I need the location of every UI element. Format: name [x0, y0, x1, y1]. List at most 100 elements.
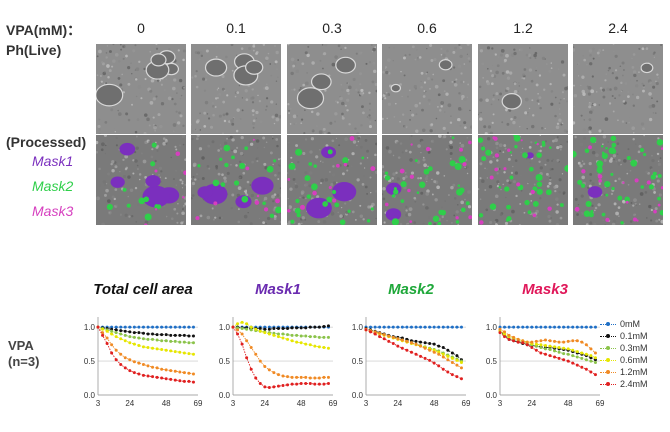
data-point: [441, 352, 445, 356]
data-point: [187, 371, 191, 375]
data-point: [543, 343, 547, 347]
legend-entry: 0mM: [600, 318, 640, 330]
processed-mask-image: [573, 135, 663, 225]
mask2-label: Mask2: [32, 178, 74, 194]
data-point: [151, 346, 155, 350]
data-point: [146, 374, 150, 378]
series-line: [365, 328, 462, 369]
data-point: [187, 379, 191, 383]
data-point: [441, 355, 445, 359]
data-point: [187, 334, 191, 338]
data-point: [267, 368, 271, 372]
data-point: [231, 325, 235, 329]
data-point: [571, 339, 575, 343]
series-line: [232, 321, 329, 349]
data-point: [593, 356, 597, 360]
phase-contrast-image: [287, 44, 377, 134]
data-point: [299, 375, 303, 379]
data-point: [566, 325, 570, 329]
data-point: [151, 375, 155, 379]
data-point: [317, 345, 321, 349]
processed-mask-image: [382, 135, 472, 225]
data-point: [128, 369, 132, 373]
data-point: [128, 335, 132, 339]
chart-title: Mask3: [522, 281, 568, 298]
data-point: [428, 325, 432, 329]
data-point: [178, 333, 182, 337]
data-point: [507, 337, 511, 341]
y-tick-label: 0.0: [486, 391, 498, 400]
data-point: [525, 340, 529, 344]
data-point: [326, 346, 330, 350]
data-point: [525, 325, 529, 329]
x-tick-label: 69: [194, 399, 203, 408]
data-point: [553, 345, 557, 349]
concentration-label: 0.1: [226, 20, 246, 36]
data-point: [326, 375, 330, 379]
y-tick-label: 1.0: [486, 323, 498, 332]
series-line: [97, 326, 194, 375]
data-point: [548, 344, 552, 348]
data-point: [169, 333, 173, 337]
data-point: [304, 375, 308, 379]
data-point: [304, 381, 308, 385]
data-point: [441, 346, 445, 350]
processed-mask-image: [96, 135, 186, 225]
data-point: [114, 348, 118, 352]
data-point: [553, 349, 557, 353]
data-point: [317, 325, 321, 329]
data-point: [423, 325, 427, 329]
data-point: [245, 339, 249, 343]
data-point: [101, 327, 105, 331]
data-point: [240, 320, 244, 324]
data-point: [128, 330, 132, 334]
data-point: [191, 341, 195, 345]
data-point: [281, 384, 285, 388]
data-point: [295, 333, 299, 337]
legend-swatch: [600, 321, 616, 326]
series-line: [97, 326, 194, 355]
data-point: [507, 325, 511, 329]
data-point: [369, 325, 373, 329]
x-tick-label: 24: [393, 399, 402, 408]
data-point: [240, 342, 244, 346]
mask3-label: Mask3: [32, 203, 74, 219]
y-tick-label: 0.0: [84, 391, 96, 400]
data-point: [405, 339, 409, 343]
data-point: [378, 325, 382, 329]
data-point: [391, 335, 395, 339]
data-point: [516, 325, 520, 329]
data-point: [571, 325, 575, 329]
data-point: [364, 328, 368, 332]
data-point: [387, 334, 391, 338]
data-point: [286, 383, 290, 387]
data-point: [580, 351, 584, 355]
data-point: [245, 322, 249, 326]
x-tick-label: 24: [125, 399, 134, 408]
data-point: [322, 335, 326, 339]
data-point: [326, 381, 330, 385]
data-point: [503, 325, 507, 329]
data-point: [160, 339, 164, 343]
data-point: [543, 338, 547, 342]
data-point: [155, 347, 159, 351]
data-point: [450, 373, 454, 377]
concentration-label: 0: [137, 20, 145, 36]
data-point: [132, 335, 136, 339]
data-point: [151, 337, 155, 341]
data-point: [503, 330, 507, 334]
data-point: [437, 325, 441, 329]
series-line: [365, 329, 462, 380]
data-point: [446, 354, 450, 358]
y-tick-label: 0.0: [352, 391, 364, 400]
data-point: [304, 326, 308, 330]
legend-label: 2.4mM: [620, 379, 648, 389]
legend-label: 0.6mM: [620, 355, 648, 365]
data-point: [326, 324, 330, 328]
data-point: [441, 367, 445, 371]
data-point: [437, 364, 441, 368]
data-point: [459, 360, 463, 364]
phase-contrast-image: [96, 44, 186, 134]
data-point: [589, 354, 593, 358]
data-point: [575, 339, 579, 343]
